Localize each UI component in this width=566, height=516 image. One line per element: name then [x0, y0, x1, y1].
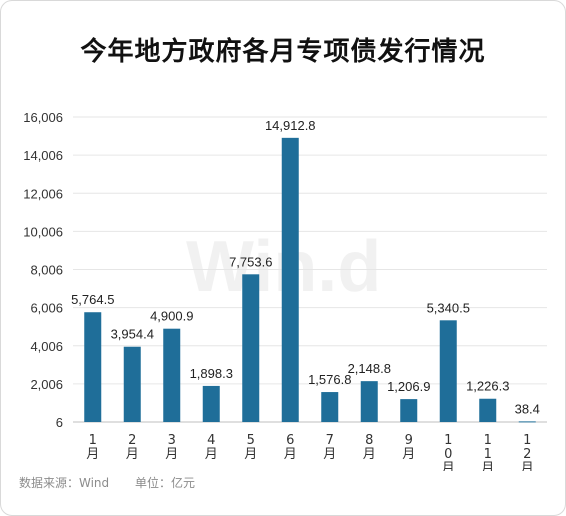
bar: [518, 421, 536, 423]
y-tick-label: 8,006: [30, 263, 63, 278]
y-tick-label: 10,006: [23, 224, 63, 239]
data-label: 7,753.6: [229, 254, 272, 269]
unit-note: 单位：亿元: [135, 476, 196, 490]
y-tick-label: 14,006: [23, 148, 63, 163]
bar: [360, 381, 378, 422]
bar: [281, 137, 299, 423]
y-tick-label: 2,006: [30, 377, 63, 392]
chart-footer: 数据来源：Wind 单位：亿元: [19, 474, 217, 491]
bar: [321, 392, 339, 422]
bar: [439, 320, 457, 422]
data-label: 5,764.5: [71, 292, 114, 307]
bar: [242, 274, 260, 422]
y-tick-label: 16,006: [23, 110, 63, 125]
bar: [163, 328, 181, 422]
data-label: 1,898.3: [190, 366, 233, 381]
bar: [202, 385, 220, 422]
y-tick-label: 6: [56, 415, 63, 430]
data-label: 3,954.4: [111, 327, 154, 342]
data-label: 5,340.5: [427, 300, 470, 315]
y-tick-label: 4,006: [30, 339, 63, 354]
data-source-note: 数据来源：Wind: [19, 476, 110, 490]
bar: [479, 398, 497, 422]
data-label: 2,148.8: [348, 361, 391, 376]
bar-chart: 6 2,006 4,006 6,006 8,006 10,006 12,006 14,006 1…: [23, 110, 547, 471]
bar: [123, 346, 141, 422]
bar: [84, 312, 102, 422]
bar: [400, 399, 418, 422]
data-label: 14,912.8: [265, 118, 316, 133]
data-label: 38.4: [515, 401, 540, 416]
y-tick-label: 12,006: [23, 186, 63, 201]
data-label: 1,206.9: [387, 379, 430, 394]
y-tick-label: 6,006: [30, 301, 63, 316]
data-label: 1,226.3: [466, 379, 509, 394]
chart-title: 今年地方政府各月专项债发行情况: [80, 37, 486, 67]
data-label: 1,576.8: [308, 372, 351, 387]
data-label: 4,900.9: [150, 309, 193, 324]
